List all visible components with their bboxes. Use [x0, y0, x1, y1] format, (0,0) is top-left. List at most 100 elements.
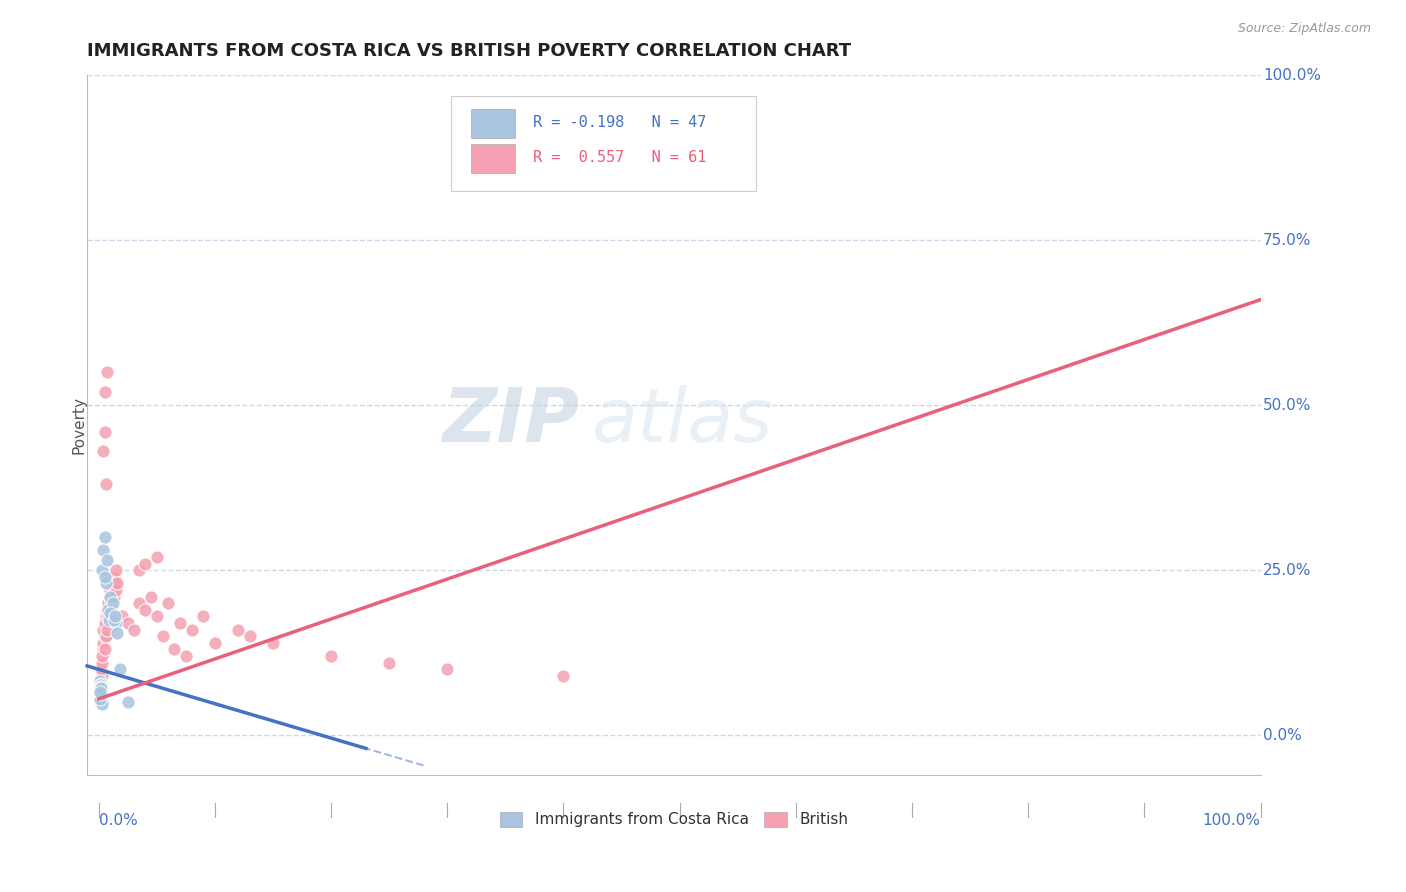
FancyBboxPatch shape — [451, 96, 756, 191]
Point — [89, 674, 111, 689]
Point — [90, 681, 112, 696]
Point — [128, 596, 150, 610]
Point — [97, 596, 120, 610]
Point — [146, 609, 169, 624]
Point — [91, 692, 114, 706]
Text: R = -0.198   N = 47: R = -0.198 N = 47 — [533, 114, 706, 129]
Point — [90, 690, 112, 704]
Point — [89, 685, 111, 699]
Point — [378, 656, 401, 670]
Point — [89, 689, 111, 703]
Point — [89, 690, 111, 704]
Point — [98, 590, 121, 604]
Point — [169, 615, 191, 630]
Point — [96, 365, 118, 379]
Point — [91, 543, 114, 558]
Point — [89, 692, 111, 706]
Point — [98, 603, 121, 617]
Point — [98, 590, 121, 604]
Point — [91, 697, 114, 711]
Point — [94, 629, 117, 643]
Point — [89, 689, 111, 703]
Point — [89, 689, 111, 703]
Point — [94, 576, 117, 591]
Point — [319, 648, 342, 663]
Point — [117, 695, 139, 709]
Point — [101, 576, 124, 591]
Point — [104, 609, 127, 624]
Text: 100.0%: 100.0% — [1263, 68, 1320, 83]
Text: 0.0%: 0.0% — [98, 814, 138, 829]
Point — [91, 444, 114, 458]
Point — [105, 615, 128, 630]
Point — [90, 683, 112, 698]
Text: Source: ZipAtlas.com: Source: ZipAtlas.com — [1237, 22, 1371, 36]
Point — [104, 576, 127, 591]
Point — [193, 609, 215, 624]
Point — [146, 549, 169, 564]
Point — [90, 681, 112, 696]
Text: 100.0%: 100.0% — [1202, 814, 1261, 829]
Point — [103, 590, 125, 604]
Point — [98, 613, 121, 627]
Text: IMMIGRANTS FROM COSTA RICA VS BRITISH POVERTY CORRELATION CHART: IMMIGRANTS FROM COSTA RICA VS BRITISH PO… — [87, 42, 851, 60]
Point — [152, 629, 174, 643]
Point — [91, 669, 114, 683]
Legend: Immigrants from Costa Rica, British: Immigrants from Costa Rica, British — [494, 805, 855, 834]
Text: R =  0.557   N = 61: R = 0.557 N = 61 — [533, 150, 706, 164]
Y-axis label: Poverty: Poverty — [72, 396, 86, 454]
Point — [101, 582, 124, 597]
Text: 25.0%: 25.0% — [1263, 563, 1312, 578]
Point — [174, 648, 197, 663]
Text: 0.0%: 0.0% — [1263, 728, 1302, 743]
Point — [100, 596, 122, 610]
Point — [89, 695, 111, 709]
Point — [93, 615, 115, 630]
Point — [122, 623, 145, 637]
Point — [105, 576, 128, 591]
Point — [91, 623, 114, 637]
Point — [90, 687, 112, 701]
Point — [226, 623, 249, 637]
Point — [93, 530, 115, 544]
FancyBboxPatch shape — [471, 109, 516, 138]
Point — [90, 681, 112, 695]
Point — [90, 681, 112, 696]
Point — [90, 675, 112, 690]
Point — [262, 636, 284, 650]
Point — [93, 570, 115, 584]
Point — [97, 609, 120, 624]
Point — [105, 626, 128, 640]
Text: ZIP: ZIP — [443, 385, 579, 458]
Point — [89, 683, 111, 698]
Point — [91, 636, 114, 650]
Point — [103, 570, 125, 584]
Point — [90, 662, 112, 676]
Point — [89, 675, 111, 690]
Point — [90, 676, 112, 690]
Point — [111, 609, 134, 624]
Point — [89, 692, 111, 706]
Point — [139, 590, 162, 604]
Point — [91, 563, 114, 577]
Point — [134, 603, 156, 617]
FancyBboxPatch shape — [471, 144, 516, 173]
Point — [105, 582, 128, 597]
Point — [93, 642, 115, 657]
Point — [436, 662, 458, 676]
Point — [101, 596, 124, 610]
Point — [98, 606, 121, 620]
Point — [96, 553, 118, 567]
Point — [89, 681, 111, 696]
Point — [90, 679, 112, 693]
Point — [97, 603, 120, 617]
Point — [89, 681, 111, 695]
Point — [134, 557, 156, 571]
Text: atlas: atlas — [592, 385, 773, 458]
Point — [157, 596, 180, 610]
Point — [89, 694, 111, 708]
Point — [553, 669, 575, 683]
Point — [204, 636, 226, 650]
Point — [90, 683, 112, 698]
Point — [91, 648, 114, 663]
